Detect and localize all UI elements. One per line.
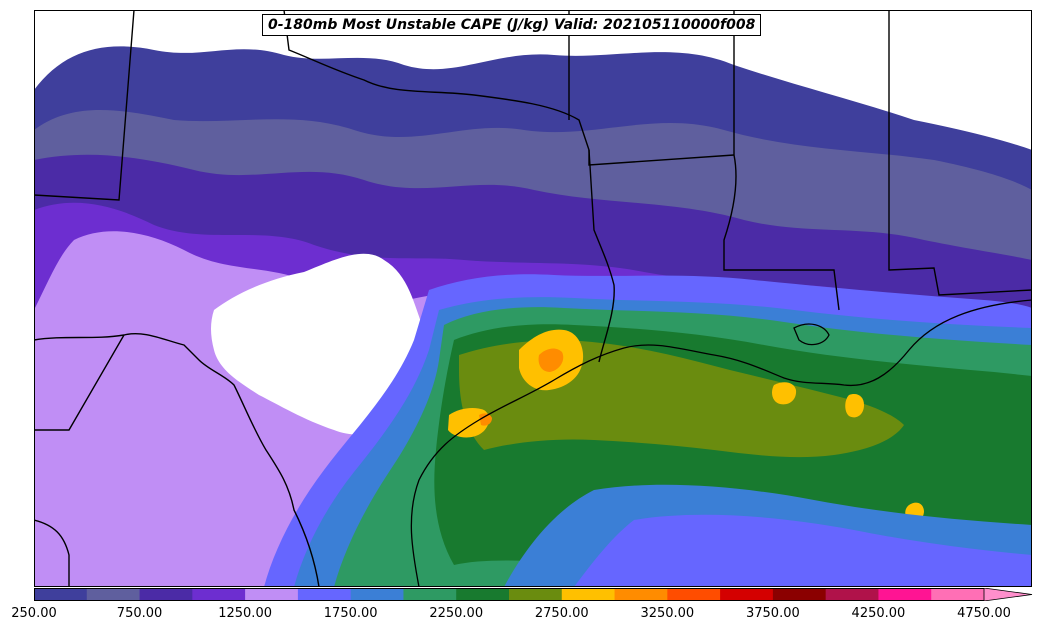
colorbar	[34, 588, 1033, 601]
colorbar-segment	[720, 588, 774, 601]
colorbar-tick-label: 2250.00	[429, 606, 484, 621]
colorbar-tick-label: 250.00	[11, 606, 57, 621]
colorbar-tick-label: 750.00	[116, 606, 163, 621]
state-borders	[34, 10, 1032, 587]
cape-band-2750-c	[772, 382, 797, 405]
cape-band-2750-b	[448, 407, 489, 438]
cape-field-map	[34, 10, 1032, 587]
cape-band-1500-gulf	[574, 514, 1032, 587]
coastline	[410, 299, 1032, 587]
colorbar-segment	[86, 588, 141, 601]
colorbar-outline	[34, 588, 984, 601]
cape-band-2750-d	[845, 394, 864, 418]
colorbar-segment	[192, 588, 246, 601]
no-data-texas	[211, 253, 431, 435]
colorbar-tick-label: 2750.00	[534, 606, 589, 621]
colorbar-tick-label: 1250.00	[218, 606, 272, 621]
colorbar-segment	[825, 588, 879, 601]
colorbar-segment	[139, 588, 193, 601]
map-panel	[34, 10, 1032, 587]
colorbar-segment	[297, 588, 352, 601]
colorbar-tick-label: 3750.00	[745, 606, 800, 621]
colorbar-tick-label: 4750.00	[957, 606, 1011, 621]
colorbar-segment	[931, 588, 985, 601]
colorbar-segment	[456, 588, 510, 601]
colorbar-segment	[350, 588, 404, 601]
colorbar-extend-arrow	[983, 588, 1033, 601]
cape-band-3000-b	[479, 413, 492, 426]
colorbar-tick-label: 4250.00	[851, 606, 906, 621]
colorbar-segment	[772, 588, 827, 601]
colorbar-segment	[34, 588, 88, 601]
colorbar-segment	[614, 588, 668, 601]
map-title: 0-180mb Most Unstable CAPE (J/kg) Valid:…	[262, 14, 762, 36]
colorbar-tick-label: 3250.00	[640, 606, 695, 621]
colorbar-segment	[667, 588, 721, 601]
colorbar-segment	[509, 588, 563, 601]
colorbar-segment	[245, 588, 299, 601]
colorbar-segment	[561, 588, 616, 601]
cape-band-3000	[538, 348, 564, 372]
colorbar-segment	[403, 588, 457, 601]
colorbar-segment	[878, 588, 932, 601]
colorbar-tick-label: 1750.00	[323, 606, 378, 621]
